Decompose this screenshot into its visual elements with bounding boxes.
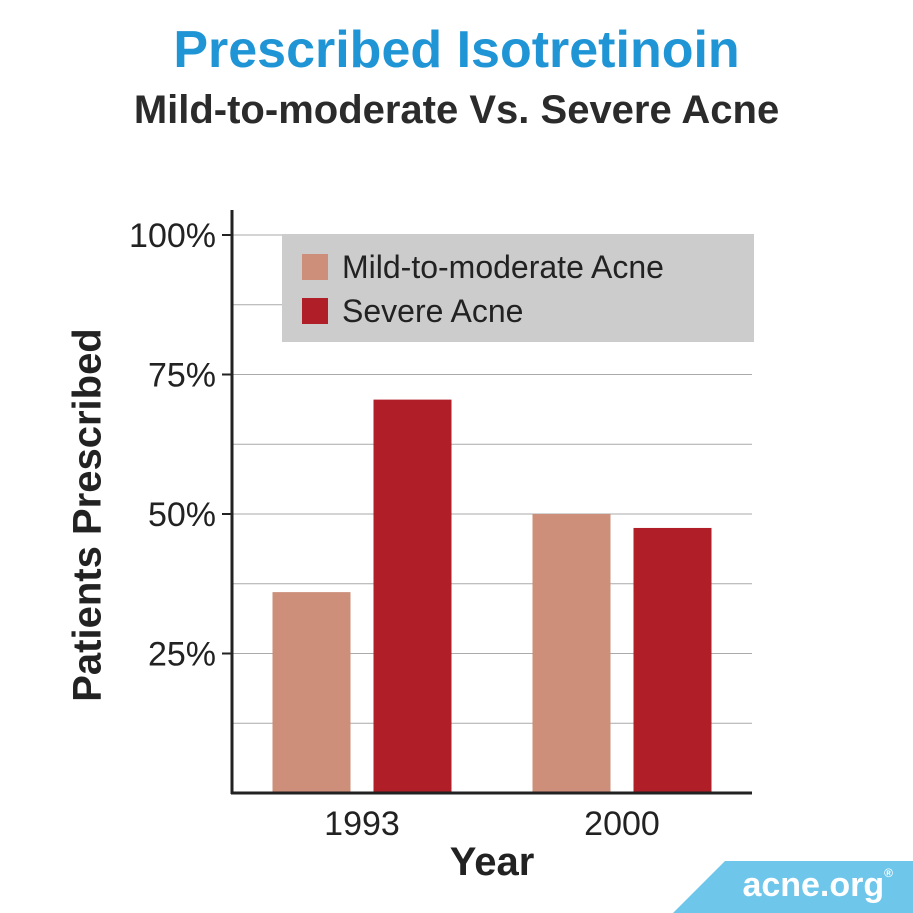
bar <box>633 527 712 793</box>
brand-name: acne.org <box>742 866 885 904</box>
x-tick-label: 1993 <box>324 805 400 843</box>
x-axis-label: Year <box>449 840 535 884</box>
legend-box <box>282 234 754 342</box>
chart-subtitle: Mild-to-moderate Vs. Severe Acne <box>133 88 780 132</box>
legend-label: Severe Acne <box>342 293 523 329</box>
bar <box>272 592 351 793</box>
x-tick-label: 2000 <box>584 805 660 843</box>
y-tick-label: 75% <box>148 357 216 395</box>
y-tick-label: 50% <box>148 496 216 534</box>
y-tick-label: 100% <box>129 217 216 255</box>
y-tick-label: 25% <box>148 636 216 674</box>
legend-swatch <box>302 254 328 280</box>
legend-swatch <box>302 298 328 324</box>
legend-label: Mild-to-moderate Acne <box>342 249 664 285</box>
bar <box>373 399 452 793</box>
brand-logo: acne.org® <box>742 866 893 905</box>
y-axis-label: Patients Prescribed <box>65 328 110 702</box>
brand-banner-shape <box>673 861 913 913</box>
bar <box>532 514 611 793</box>
chart-title: Prescribed Isotretinoin <box>173 21 740 79</box>
brand-banner <box>673 861 913 913</box>
brand-registered-mark: ® <box>884 866 893 880</box>
